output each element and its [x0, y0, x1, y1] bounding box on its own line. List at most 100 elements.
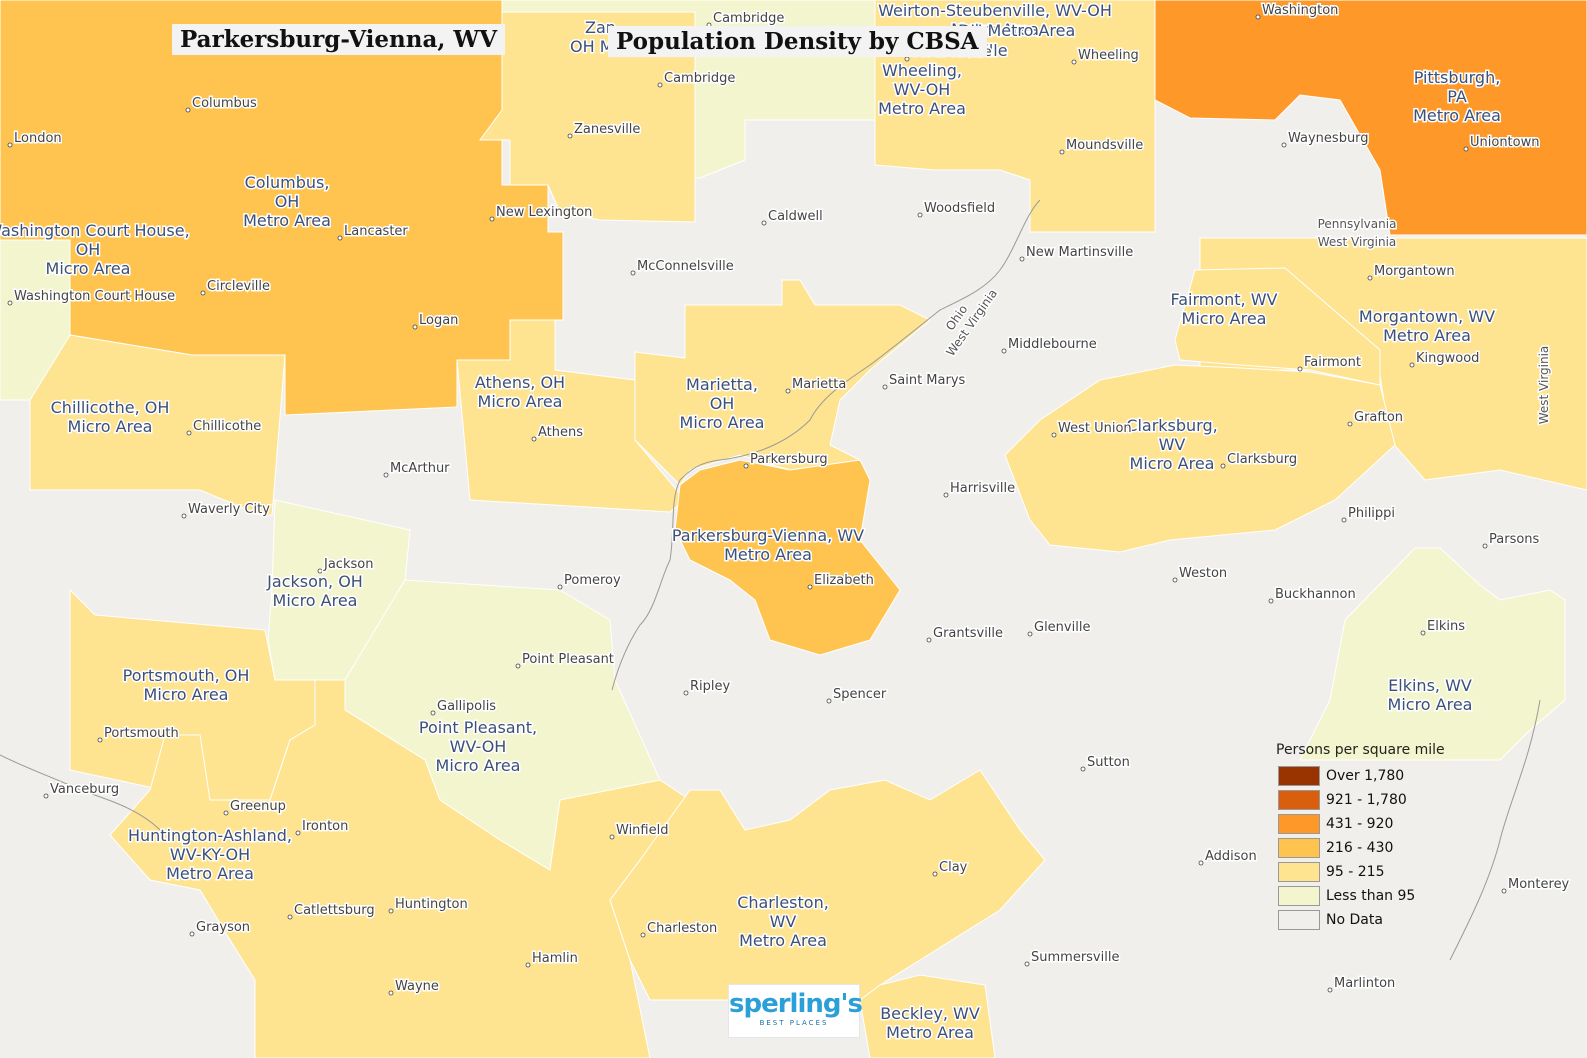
city-label: Grantsville: [933, 626, 1003, 641]
cbsa-label: WV: [1159, 435, 1186, 454]
city-label: Wheeling: [1078, 48, 1139, 63]
city-marker: [388, 990, 394, 996]
city-label: Parkersburg: [750, 452, 828, 467]
city-marker: [185, 107, 191, 113]
city-label: Zanesville: [574, 122, 640, 137]
cbsa-region-elkins: [1299, 547, 1566, 761]
cbsa-label: Micro Area: [1130, 454, 1215, 473]
cbsa-label: Metro Area: [1383, 326, 1471, 345]
city-label: Parsons: [1489, 532, 1540, 547]
legend-swatch: [1278, 838, 1320, 858]
city-marker: [412, 324, 418, 330]
city-label: Marietta: [792, 377, 846, 392]
city-label: Circleville: [207, 279, 270, 294]
city-label: Washington: [1262, 3, 1338, 18]
city-marker: [926, 637, 932, 643]
cbsa-label: Micro Area: [436, 756, 521, 775]
cbsa-label: Metro Area: [878, 99, 966, 118]
cbsa-label: Point Pleasant,: [419, 718, 537, 737]
cbsa-label: Fairmont, WV: [1170, 290, 1277, 309]
city-label: Sutton: [1087, 755, 1130, 770]
city-label: Hamlin: [532, 951, 578, 966]
cbsa-label-partial: OH M: [570, 37, 614, 56]
city-marker: [43, 793, 49, 799]
city-label: Addison: [1205, 849, 1257, 864]
city-label: Winfield: [616, 823, 668, 838]
city-marker: [1341, 517, 1347, 523]
city-marker: [1501, 888, 1507, 894]
legend-swatch: [1278, 790, 1320, 810]
logo-text: sperling's: [729, 989, 863, 1019]
city-marker: [1409, 362, 1415, 368]
city-label: New Lexington: [496, 205, 592, 220]
legend-label: No Data: [1326, 912, 1383, 928]
cbsa-label: Parkersburg-Vienna, WV: [672, 526, 864, 545]
cbsa-label: Washington Court House,: [0, 221, 190, 240]
city-label: Caldwell: [768, 209, 823, 224]
city-label: Cambridge: [713, 11, 784, 26]
city-marker: [189, 931, 195, 937]
city-label: Columbus: [192, 96, 257, 111]
city-label: Charleston: [647, 921, 717, 936]
city-marker: [388, 908, 394, 914]
city-label: Clay: [939, 860, 968, 875]
city-marker: [1255, 14, 1261, 20]
city-marker: [1080, 766, 1086, 772]
cbsa-label: OH: [76, 240, 101, 259]
cbsa-label: Metro Area: [1413, 106, 1501, 125]
legend-swatch: [1278, 814, 1320, 834]
city-label: Middlebourne: [1008, 337, 1097, 352]
city-marker: [683, 690, 689, 696]
cbsa-label: Metro Area: [166, 864, 254, 883]
cbsa-label: Weirton-Steubenville, WV-OH: [878, 1, 1112, 20]
city-marker: [1420, 630, 1426, 636]
city-marker: [1220, 463, 1226, 469]
city-marker: [1268, 598, 1274, 604]
city-label: McArthur: [390, 461, 450, 476]
legend-item: Over 1,780: [1270, 764, 1470, 788]
legend-item: No Data: [1270, 908, 1470, 932]
cbsa-label: WV: [770, 912, 797, 931]
city-marker: [1482, 543, 1488, 549]
city-marker: [630, 270, 636, 276]
city-marker: [383, 472, 389, 478]
city-marker: [317, 568, 323, 574]
cbsa-label: Pittsburgh,: [1414, 68, 1501, 87]
city-label: Gallipolis: [437, 699, 496, 714]
city-marker: [557, 584, 563, 590]
cbsa-label: WV-OH: [894, 80, 951, 99]
city-label: West Union: [1058, 421, 1132, 436]
city-marker: [186, 430, 192, 436]
cbsa-region-beckley: [859, 974, 996, 1058]
city-label: Moundsville: [1066, 138, 1143, 153]
legend-label: 921 - 1,780: [1326, 792, 1407, 808]
cbsa-label: Marietta,: [686, 375, 758, 394]
city-label: London: [14, 131, 62, 146]
city-label: Washington Court House: [14, 289, 175, 304]
legend-swatch: [1278, 910, 1320, 930]
cbsa-label: OH: [275, 192, 300, 211]
city-marker: [489, 216, 495, 222]
city-marker: [1327, 987, 1333, 993]
legend-label: 216 - 430: [1326, 840, 1394, 856]
city-marker: [200, 290, 206, 296]
city-label: Huntington: [395, 897, 468, 912]
city-marker: [640, 932, 646, 938]
city-marker: [917, 212, 923, 218]
cbsa-label: Elkins, WV: [1388, 676, 1472, 695]
city-marker: [1019, 256, 1025, 262]
city-marker: [567, 133, 573, 139]
cbsa-label: WV-KY-OH: [170, 845, 250, 864]
city-label: Spencer: [833, 687, 887, 702]
sperlings-logo: sperling's BEST PLACES: [728, 984, 863, 1038]
city-label: Waynesburg: [1288, 131, 1369, 146]
city-label: Ripley: [690, 679, 731, 694]
city-label: Elizabeth: [814, 573, 874, 588]
city-label: Logan: [419, 313, 458, 328]
city-marker: [882, 384, 888, 390]
city-label: Elkins: [1427, 619, 1465, 634]
city-label: Pomeroy: [564, 573, 621, 588]
city-label: Lancaster: [344, 224, 408, 239]
city-marker: [1347, 421, 1353, 427]
city-marker: [1001, 348, 1007, 354]
